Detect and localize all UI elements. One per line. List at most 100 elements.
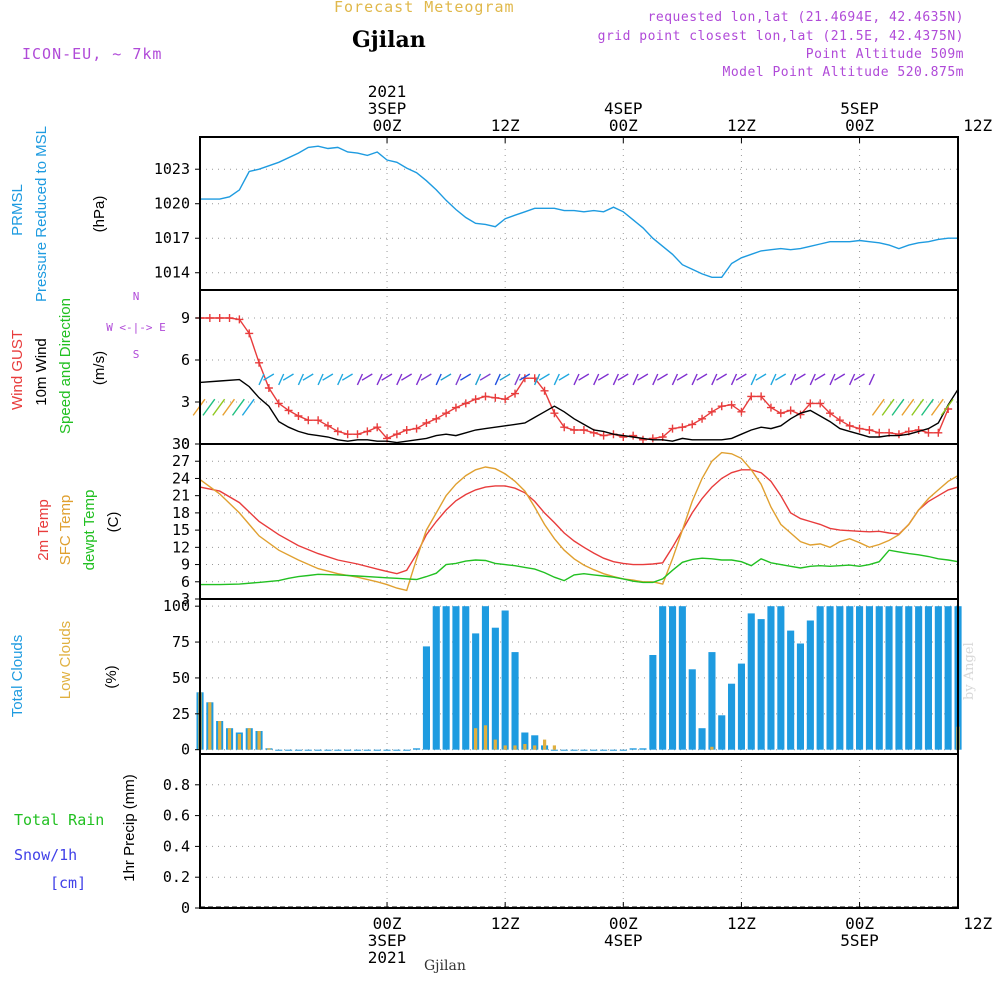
gust-marker bbox=[274, 399, 283, 408]
gust-marker bbox=[392, 430, 401, 439]
total-cloud-bar bbox=[737, 663, 745, 750]
gust-marker bbox=[402, 426, 411, 434]
y-tick-label: 12 bbox=[172, 538, 190, 556]
wind-direction-arrow bbox=[597, 373, 609, 381]
bottom-time-label: 00Z bbox=[609, 914, 638, 933]
wind-direction-arrow bbox=[656, 373, 668, 381]
y-tick-label: 1020 bbox=[154, 195, 190, 213]
wind-direction-arrow bbox=[420, 373, 432, 381]
wind-direction-arrow bbox=[440, 373, 452, 381]
wind-direction-arrow bbox=[558, 373, 570, 381]
total-cloud-bar bbox=[550, 749, 558, 751]
bottom-time-label: 2021 bbox=[368, 948, 407, 967]
wind-direction-arrow bbox=[848, 373, 856, 386]
total-cloud-bar bbox=[629, 748, 637, 750]
total-cloud-bar bbox=[442, 606, 450, 750]
wind-direction-arrow bbox=[868, 373, 875, 386]
total-cloud-bar bbox=[698, 728, 706, 750]
top-time-label: 12Z bbox=[963, 116, 992, 135]
wind-direction-arrow bbox=[809, 373, 816, 386]
grid-point-coordinates: grid point closest lon,lat (21.5E, 42.43… bbox=[597, 29, 964, 44]
wind-direction-arrow bbox=[612, 373, 620, 386]
wind-direction-arrow bbox=[202, 398, 216, 416]
top-time-label: 00Z bbox=[609, 116, 638, 135]
y-tick-label: 0.6 bbox=[163, 807, 190, 825]
gust-marker bbox=[678, 423, 687, 432]
gust-marker bbox=[747, 392, 756, 401]
wind-direction-arrow bbox=[632, 373, 639, 386]
y-tick-label: 24 bbox=[172, 469, 190, 487]
low-cloud-bar bbox=[247, 728, 251, 750]
wind-direction-arrow bbox=[381, 373, 393, 381]
total-cloud-bar bbox=[422, 646, 430, 750]
gust-marker bbox=[766, 403, 775, 412]
total-cloud-bar bbox=[787, 630, 795, 750]
wind-direction-arrow bbox=[282, 373, 294, 381]
gust-marker bbox=[511, 389, 520, 398]
wind-direction-arrow bbox=[730, 373, 738, 386]
gust-marker bbox=[816, 399, 825, 408]
y-tick-label: 100 bbox=[163, 597, 190, 615]
total-cloud-bar bbox=[895, 606, 903, 750]
pressure-label: Pressure Reduced to MSL bbox=[33, 126, 50, 302]
total-cloud-bar bbox=[481, 606, 489, 750]
dewpt-temp-label: dewpt Temp bbox=[81, 490, 98, 571]
bottom-time-label: 3SEP bbox=[368, 931, 407, 950]
wind-direction-arrow bbox=[376, 373, 383, 386]
wind-direction-arrow bbox=[263, 373, 275, 381]
gust-marker bbox=[245, 329, 254, 338]
gust-marker bbox=[264, 384, 273, 392]
gust-marker bbox=[343, 430, 352, 439]
model-point-altitude: Model Point Altitude 520.875m bbox=[722, 65, 964, 80]
wind-direction-arrow bbox=[691, 373, 698, 386]
low-cloud-bar bbox=[227, 728, 232, 750]
total-cloud-bar bbox=[934, 606, 942, 750]
top-time-label: 12Z bbox=[727, 116, 756, 135]
precip-panel-frame bbox=[199, 753, 959, 909]
wind-direction-arrow bbox=[775, 373, 787, 381]
wind-direction-arrow bbox=[222, 398, 236, 416]
y-tick-label: 30 bbox=[172, 435, 190, 453]
low-cloud-bar bbox=[267, 748, 271, 750]
wind-direction-arrow bbox=[750, 373, 757, 386]
wind-direction-arrow bbox=[891, 398, 905, 416]
low-cloud-bar bbox=[257, 731, 261, 750]
low-cloud-bar bbox=[483, 725, 488, 750]
total-cloud-bar bbox=[688, 669, 696, 750]
wind-direction-arrow bbox=[474, 373, 482, 386]
total-cloud-bar bbox=[314, 749, 322, 751]
gust-marker bbox=[225, 314, 234, 322]
total-cloud-bar bbox=[678, 606, 686, 750]
gust-marker bbox=[363, 427, 372, 436]
total-cloud-bar bbox=[609, 749, 617, 751]
gust-marker bbox=[579, 426, 588, 434]
gust-marker bbox=[786, 406, 795, 415]
y-tick-label: 27 bbox=[172, 452, 190, 470]
wind-direction-arrow bbox=[538, 373, 550, 381]
gust-marker bbox=[412, 424, 421, 433]
total-cloud-bar bbox=[649, 655, 657, 750]
total-cloud-bar bbox=[718, 715, 726, 750]
top-time-label: 00Z bbox=[373, 116, 402, 135]
total-cloud-bar bbox=[728, 683, 736, 750]
snow-unit-label: [cm] bbox=[50, 874, 86, 892]
total-cloud-bar bbox=[570, 749, 578, 751]
low-cloud-bar bbox=[474, 728, 478, 750]
gust-marker bbox=[776, 409, 785, 418]
low-clouds-label: Low Clouds bbox=[57, 621, 74, 699]
total-cloud-bar bbox=[324, 749, 332, 751]
bottom-time-label: 12Z bbox=[963, 914, 992, 933]
wind-direction-arrow bbox=[794, 373, 806, 381]
wind-direction-arrow bbox=[593, 373, 600, 386]
wind-direction-arrow bbox=[711, 373, 718, 386]
10m-wind-line bbox=[199, 378, 959, 444]
bottom-time-label: 5SEP bbox=[840, 931, 879, 950]
y-tick-label: 21 bbox=[172, 487, 190, 505]
bottom-time-label: 00Z bbox=[845, 914, 874, 933]
gust-marker bbox=[442, 409, 451, 418]
wind-direction-arrow bbox=[361, 373, 373, 381]
wind-direction-arrow bbox=[911, 398, 925, 416]
y-tick-label: 1017 bbox=[154, 229, 190, 247]
sfc-temp-label: SFC Temp bbox=[57, 495, 74, 566]
gust-marker bbox=[688, 420, 697, 429]
